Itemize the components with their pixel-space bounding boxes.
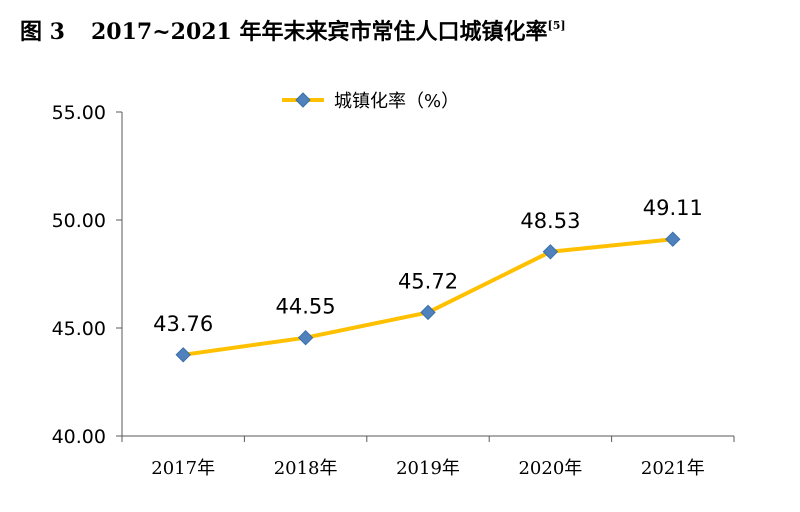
y-tick-label: 50.00 bbox=[52, 210, 106, 232]
chart-title-text: 2017~2021 年年末来宾市常住人口城镇化率 bbox=[90, 19, 548, 45]
x-tick-label: 2018年 bbox=[274, 458, 338, 479]
data-label: 45.72 bbox=[398, 269, 458, 293]
y-tick-label: 40.00 bbox=[52, 426, 106, 448]
chart-title: 图 3 2017~2021 年年末来宾市常住人口城镇化率[5] bbox=[20, 14, 566, 46]
x-tick-label: 2019年 bbox=[396, 458, 460, 479]
data-labels: 43.76 44.55 45.72 48.53 49.11 bbox=[153, 196, 703, 336]
legend: 城镇化率（%） bbox=[282, 91, 459, 112]
data-label: 49.11 bbox=[643, 196, 703, 220]
legend-marker bbox=[295, 92, 311, 108]
y-tick-label: 55.00 bbox=[52, 102, 106, 124]
data-label: 44.55 bbox=[276, 295, 336, 319]
legend-label: 城镇化率（%） bbox=[334, 91, 459, 112]
axes bbox=[116, 111, 735, 442]
y-axis-labels: 40.00 45.00 50.00 55.00 bbox=[52, 102, 106, 448]
series-group bbox=[175, 231, 681, 363]
data-point bbox=[420, 304, 436, 321]
y-tick-label: 45.00 bbox=[52, 318, 106, 340]
reference-mark: [5] bbox=[547, 19, 566, 32]
data-label: 43.76 bbox=[153, 312, 213, 336]
data-label: 48.53 bbox=[520, 209, 580, 233]
data-point bbox=[175, 347, 191, 363]
x-tick-label: 2020年 bbox=[518, 458, 582, 479]
data-point bbox=[542, 244, 559, 260]
x-axis-labels: 2017年 2018年 2019年 2020年 2021年 bbox=[151, 458, 704, 479]
x-tick-label: 2017年 bbox=[151, 458, 215, 479]
data-point bbox=[665, 231, 681, 247]
x-tick-label: 2021年 bbox=[641, 458, 705, 479]
figure-number: 图 3 bbox=[20, 19, 65, 45]
data-point bbox=[297, 329, 314, 346]
series-line bbox=[181, 237, 675, 357]
